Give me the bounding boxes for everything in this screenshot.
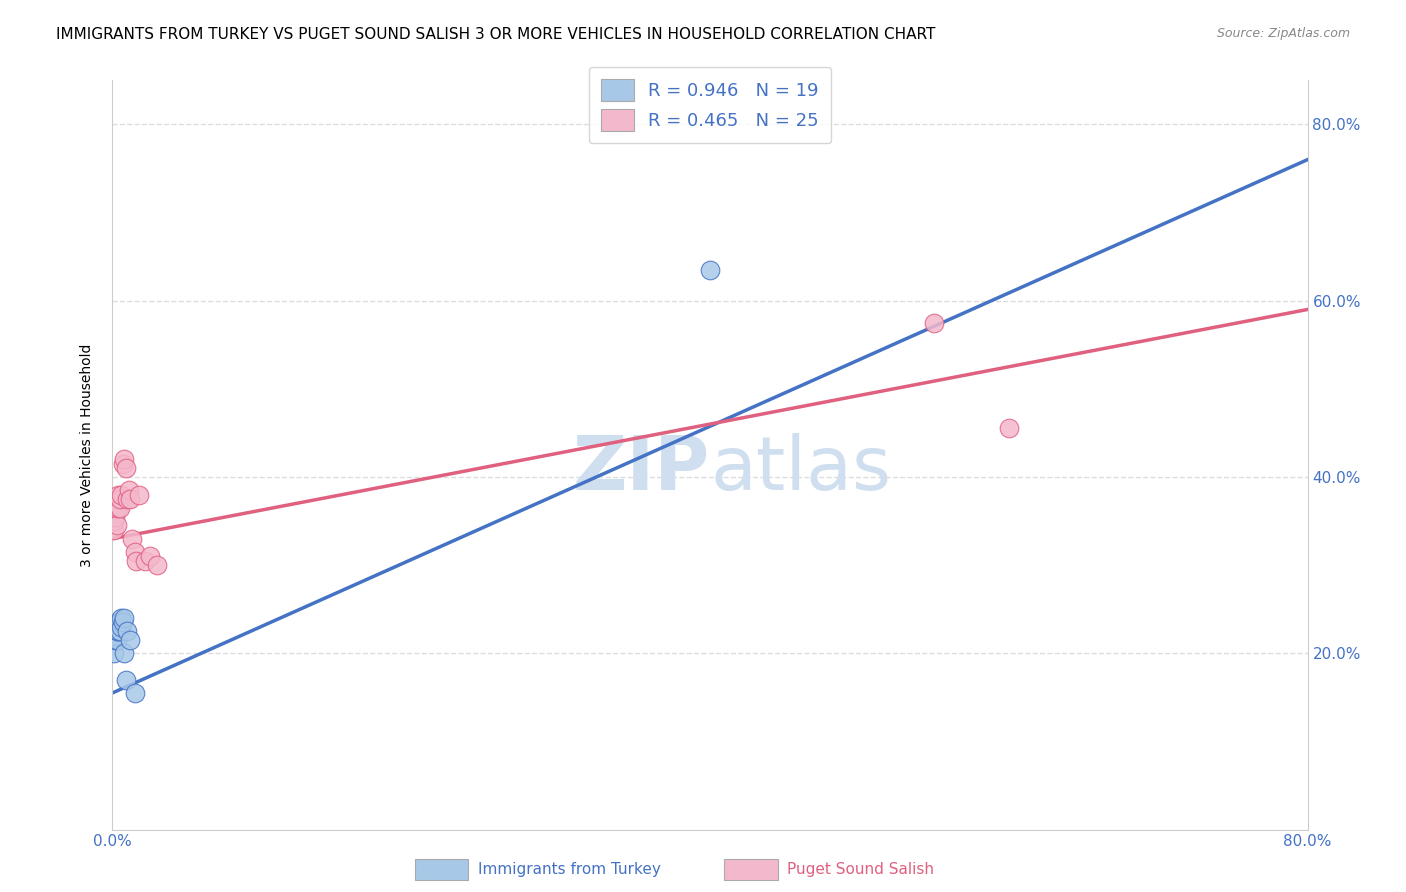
- Point: [105, 633, 128, 648]
- Point: [103, 514, 125, 528]
- Legend: R = 0.946   N = 19, R = 0.465   N = 25: R = 0.946 N = 19, R = 0.465 N = 25: [589, 67, 831, 144]
- Point: [118, 483, 141, 498]
- Point: [117, 491, 139, 506]
- Point: [146, 558, 169, 573]
- Text: IMMIGRANTS FROM TURKEY VS PUGET SOUND SALISH 3 OR MORE VEHICLES IN HOUSEHOLD COR: IMMIGRANTS FROM TURKEY VS PUGET SOUND SA…: [56, 27, 935, 42]
- Point: [107, 487, 129, 501]
- Point: [121, 532, 143, 546]
- Point: [108, 624, 131, 639]
- Point: [114, 611, 135, 625]
- Point: [108, 615, 131, 630]
- Point: [134, 554, 156, 568]
- Text: Immigrants from Turkey: Immigrants from Turkey: [478, 863, 661, 877]
- Point: [120, 491, 142, 506]
- Point: [110, 620, 132, 634]
- Point: [107, 615, 129, 630]
- Point: [104, 629, 127, 643]
- Text: Source: ZipAtlas.com: Source: ZipAtlas.com: [1216, 27, 1350, 40]
- Point: [104, 500, 127, 515]
- Point: [115, 673, 138, 687]
- Point: [128, 487, 150, 501]
- Point: [114, 646, 135, 660]
- Point: [125, 554, 148, 568]
- Point: [104, 509, 127, 524]
- Point: [139, 549, 162, 564]
- Point: [103, 523, 125, 537]
- Point: [103, 646, 125, 660]
- Point: [108, 500, 131, 515]
- Point: [110, 487, 132, 501]
- Text: Puget Sound Salish: Puget Sound Salish: [787, 863, 935, 877]
- Y-axis label: 3 or more Vehicles in Household: 3 or more Vehicles in Household: [80, 343, 94, 566]
- Point: [124, 686, 146, 700]
- Point: [111, 615, 134, 630]
- Point: [120, 633, 142, 648]
- Point: [104, 633, 127, 648]
- Point: [107, 500, 129, 515]
- Point: [998, 421, 1021, 435]
- Point: [114, 452, 135, 467]
- Point: [124, 545, 146, 559]
- Text: ZIP: ZIP: [572, 434, 710, 507]
- Point: [115, 461, 138, 475]
- Point: [105, 624, 128, 639]
- Point: [107, 624, 129, 639]
- Point: [105, 518, 128, 533]
- Text: atlas: atlas: [710, 434, 891, 507]
- Point: [117, 624, 139, 639]
- Point: [110, 611, 132, 625]
- Point: [699, 262, 721, 277]
- Point: [922, 316, 945, 330]
- Point: [108, 491, 131, 506]
- Point: [111, 457, 134, 471]
